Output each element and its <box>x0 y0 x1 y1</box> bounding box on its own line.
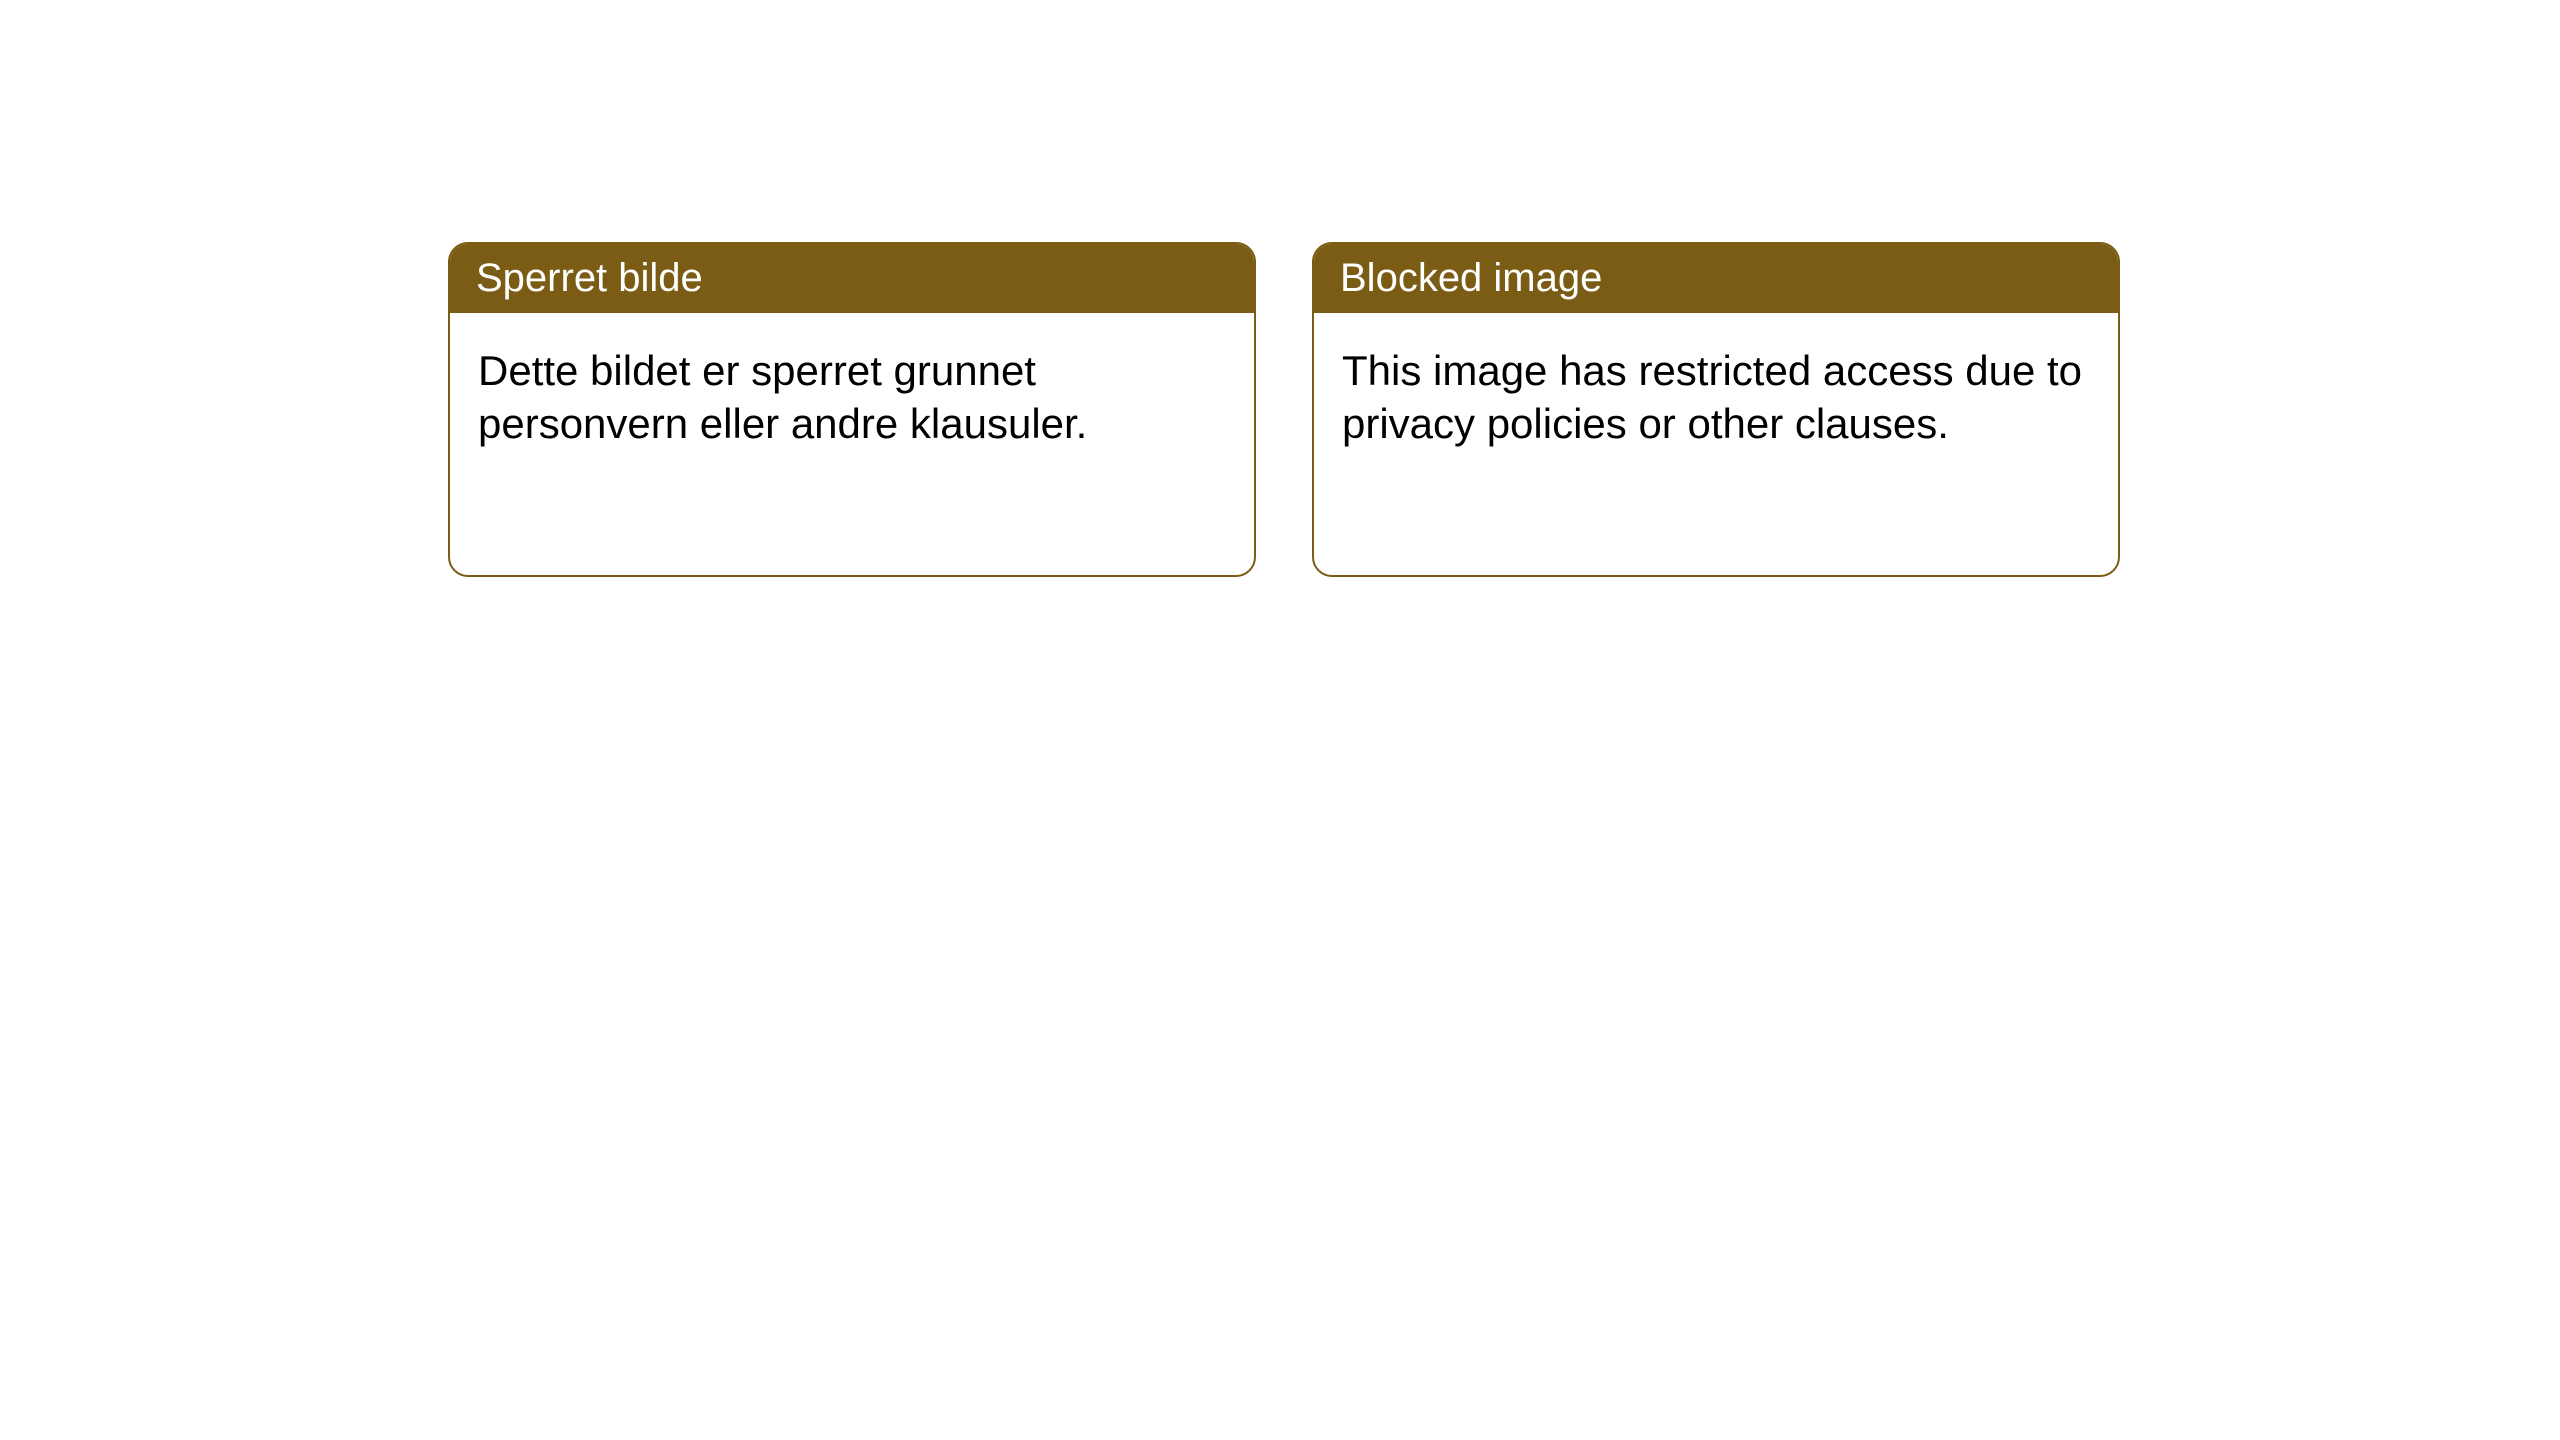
card-message: This image has restricted access due to … <box>1342 347 2082 447</box>
card-body: Dette bildet er sperret grunnet personve… <box>450 313 1254 482</box>
card-message: Dette bildet er sperret grunnet personve… <box>478 347 1087 447</box>
notice-card-english: Blocked image This image has restricted … <box>1312 242 2120 577</box>
card-body: This image has restricted access due to … <box>1314 313 2118 482</box>
card-title: Blocked image <box>1340 256 1602 300</box>
card-header: Blocked image <box>1314 244 2118 313</box>
card-header: Sperret bilde <box>450 244 1254 313</box>
notice-container: Sperret bilde Dette bildet er sperret gr… <box>448 242 2120 577</box>
notice-card-norwegian: Sperret bilde Dette bildet er sperret gr… <box>448 242 1256 577</box>
card-title: Sperret bilde <box>476 256 703 300</box>
